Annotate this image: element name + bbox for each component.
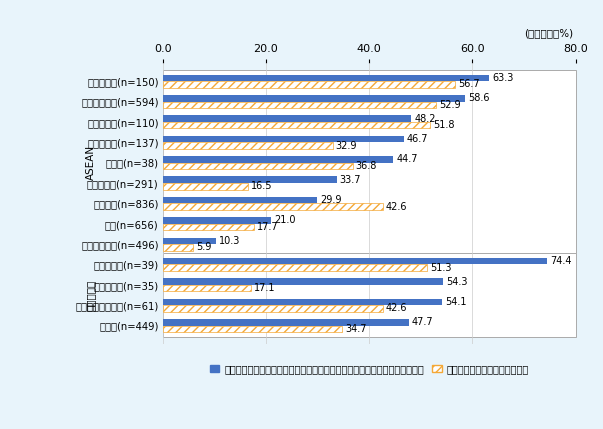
Bar: [163, 258, 547, 264]
Bar: [163, 319, 409, 326]
Bar: [163, 136, 404, 142]
Text: ASEAN: ASEAN: [86, 145, 95, 180]
Bar: [163, 156, 393, 163]
Text: 34.7: 34.7: [345, 324, 367, 334]
Bar: [163, 142, 332, 149]
Text: 21.0: 21.0: [274, 215, 295, 226]
Bar: [163, 75, 490, 81]
Text: 10.3: 10.3: [219, 236, 241, 246]
Text: 56.7: 56.7: [458, 79, 480, 90]
Text: 52.9: 52.9: [439, 100, 461, 110]
Text: 51.3: 51.3: [431, 263, 452, 273]
Text: 5.9: 5.9: [196, 242, 212, 252]
Text: 58.6: 58.6: [469, 93, 490, 103]
Text: 48.2: 48.2: [415, 114, 436, 124]
Bar: [163, 183, 248, 190]
FancyBboxPatch shape: [163, 70, 576, 255]
Bar: [163, 197, 317, 203]
Bar: [163, 299, 442, 305]
Bar: [163, 326, 342, 332]
Bar: [163, 176, 336, 183]
Bar: [163, 217, 271, 224]
Text: 63.3: 63.3: [493, 73, 514, 83]
Text: 36.8: 36.8: [356, 161, 377, 171]
Bar: [163, 81, 455, 88]
Text: 51.8: 51.8: [433, 120, 455, 130]
Bar: [163, 278, 443, 285]
Text: 17.7: 17.7: [257, 222, 279, 232]
Legend: 現地政府の不透明な政策運営（産業政策、エネルギー政策、外資規制など）, 法制度の未整備・不透明な運用: 現地政府の不透明な政策運営（産業政策、エネルギー政策、外資規制など）, 法制度の…: [206, 360, 532, 378]
Text: 42.6: 42.6: [386, 202, 407, 211]
Bar: [163, 102, 436, 108]
Bar: [163, 115, 411, 122]
Bar: [163, 163, 353, 169]
Bar: [163, 203, 382, 210]
Text: 29.9: 29.9: [320, 195, 342, 205]
Bar: [163, 244, 193, 251]
Text: 46.7: 46.7: [407, 134, 428, 144]
Text: 44.7: 44.7: [397, 154, 418, 164]
Bar: [163, 224, 254, 230]
Text: (複数回答、%): (複数回答、%): [524, 28, 573, 38]
Text: 42.6: 42.6: [386, 303, 407, 314]
Text: 33.7: 33.7: [339, 175, 361, 185]
Bar: [163, 264, 428, 271]
Text: 17.1: 17.1: [254, 283, 276, 293]
Text: 16.5: 16.5: [251, 181, 273, 191]
Text: 74.4: 74.4: [550, 256, 571, 266]
Bar: [163, 285, 251, 291]
Text: 32.9: 32.9: [336, 141, 357, 151]
Text: 47.7: 47.7: [412, 317, 434, 327]
Text: 54.3: 54.3: [446, 277, 467, 287]
FancyBboxPatch shape: [163, 253, 576, 337]
Text: 南西アジア: 南西アジア: [86, 279, 95, 311]
Bar: [163, 95, 465, 102]
Bar: [163, 238, 216, 244]
Bar: [163, 305, 382, 311]
Text: 54.1: 54.1: [445, 297, 467, 307]
Bar: [163, 122, 430, 128]
